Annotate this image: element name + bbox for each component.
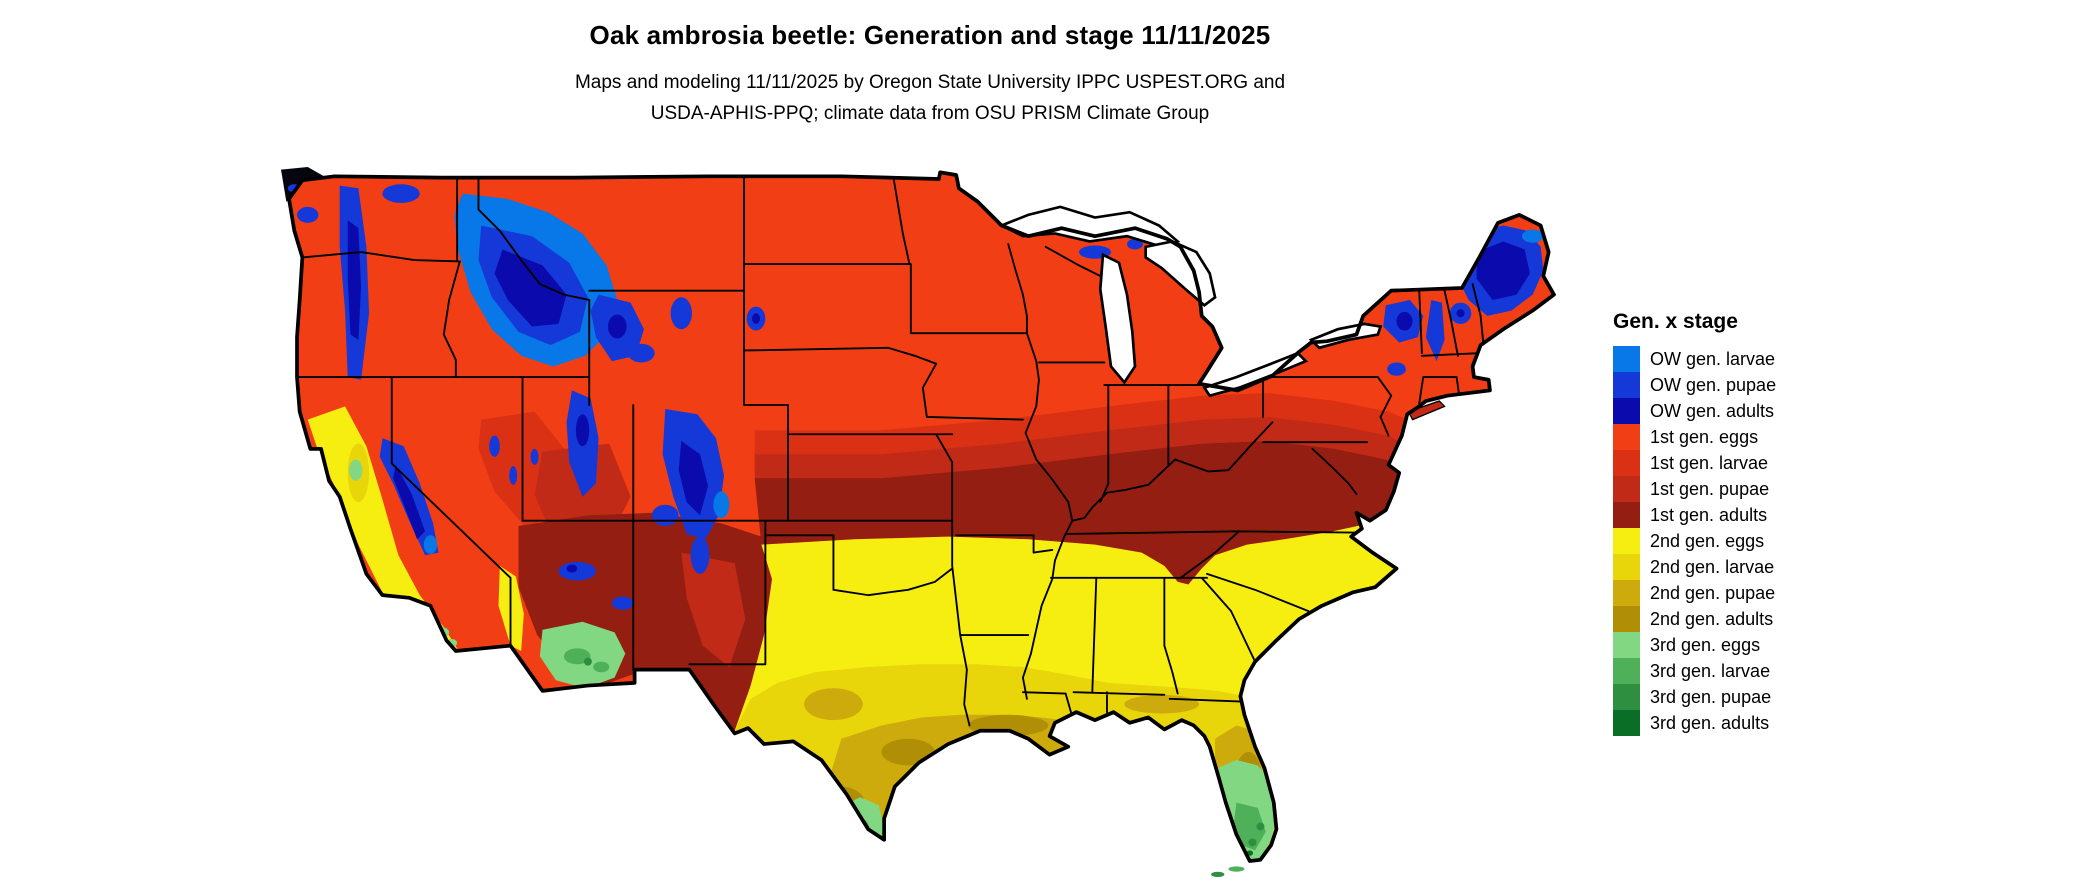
legend-item: 1st gen. eggs [1613, 424, 1776, 450]
legend-item: 1st gen. pupae [1613, 476, 1776, 502]
legend-item: 2nd gen. adults [1613, 606, 1776, 632]
lake-michigan [1098, 252, 1137, 385]
legend-swatch [1613, 580, 1640, 606]
legend-swatch [1613, 606, 1640, 632]
map-subtitle: Maps and modeling 11/11/2025 by Oregon S… [0, 67, 1860, 130]
legend-item: 3rd gen. adults [1613, 710, 1776, 736]
legend-swatch [1613, 554, 1640, 580]
legend-item: 2nd gen. eggs [1613, 528, 1776, 554]
legend-label: 1st gen. pupae [1650, 478, 1770, 499]
legend-swatch [1613, 476, 1640, 502]
legend-item: 1st gen. larvae [1613, 450, 1776, 476]
great-lakes [998, 205, 1383, 398]
lake-erie [1202, 351, 1309, 398]
legend-label: 1st gen. adults [1650, 504, 1768, 525]
legend-swatch [1613, 658, 1640, 684]
us-generation-stage-map [281, 167, 1556, 878]
legend-item: OW gen. adults [1613, 398, 1776, 424]
legend-item: 1st gen. adults [1613, 502, 1776, 528]
subtitle-line2: USDA-APHIS-PPQ; climate data from OSU PR… [650, 103, 1210, 125]
legend-swatch [1613, 502, 1640, 528]
legend-swatch [1613, 632, 1640, 658]
map-raster [289, 172, 1554, 862]
legend-swatch [1613, 424, 1640, 450]
legend: Gen. x stage OW gen. larvae OW gen. pupa… [1613, 310, 1776, 736]
legend-swatch [1613, 684, 1640, 710]
legend-item: 2nd gen. pupae [1613, 580, 1776, 606]
legend-item: 3rd gen. larvae [1613, 658, 1776, 684]
long-island [1407, 400, 1446, 421]
lake-superior [998, 205, 1181, 249]
subtitle-line1: Maps and modeling 11/11/2025 by Oregon S… [574, 72, 1286, 93]
legend-item: 2nd gen. larvae [1613, 554, 1776, 580]
legend-swatch [1613, 528, 1640, 554]
legend-item: 3rd gen. eggs [1613, 632, 1776, 658]
legend-label: 1st gen. larvae [1650, 452, 1769, 473]
legend-label: 2nd gen. adults [1650, 608, 1774, 629]
legend-label: OW gen. larvae [1650, 348, 1776, 369]
legend-label: 3rd gen. adults [1650, 712, 1770, 733]
legend-label: 2nd gen. eggs [1650, 530, 1765, 551]
legend-label: 3rd gen. eggs [1650, 634, 1761, 655]
legend-swatch [1613, 450, 1640, 476]
legend-item: 3rd gen. pupae [1613, 684, 1776, 710]
legend-label: 3rd gen. larvae [1650, 660, 1771, 681]
legend-swatch [1613, 398, 1640, 424]
legend-label: 3rd gen. pupae [1650, 686, 1772, 707]
legend-rows: OW gen. larvae OW gen. pupae OW gen. adu… [1613, 346, 1776, 736]
legend-item: OW gen. larvae [1613, 346, 1776, 372]
legend-label: OW gen. adults [1650, 400, 1775, 421]
legend-swatch [1613, 372, 1640, 398]
us-outline [287, 170, 1556, 863]
florida-keys [1211, 871, 1225, 878]
legend-swatch [1613, 710, 1640, 736]
header: Oak ambrosia beetle: Generation and stag… [0, 20, 1860, 130]
legend-label: 1st gen. eggs [1650, 426, 1759, 447]
legend-item: OW gen. pupae [1613, 372, 1776, 398]
legend-label: OW gen. pupae [1650, 374, 1777, 395]
legend-swatch [1613, 346, 1640, 372]
legend-label: 2nd gen. pupae [1650, 582, 1776, 603]
state-borders [296, 175, 1485, 727]
florida-keys [1228, 866, 1245, 872]
legend-label: 2nd gen. larvae [1650, 556, 1775, 577]
legend-title: Gen. x stage [1613, 310, 1738, 333]
map-title: Oak ambrosia beetle: Generation and stag… [589, 20, 1271, 50]
